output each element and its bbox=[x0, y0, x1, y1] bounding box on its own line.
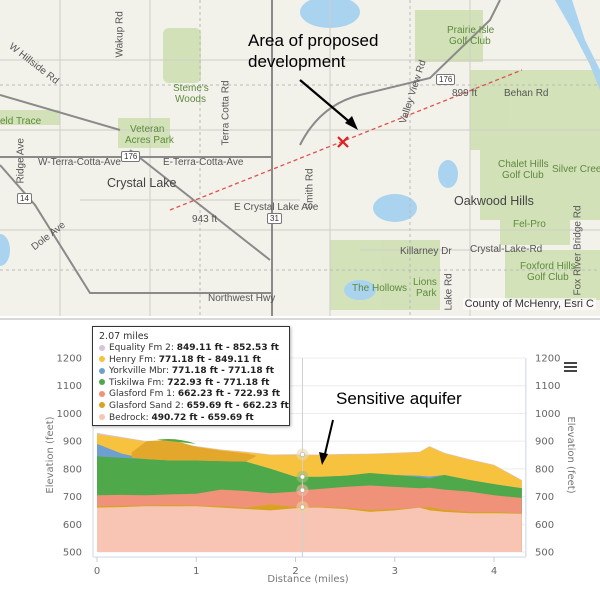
map-label: Woods bbox=[175, 94, 206, 105]
map-label: Prairie Isle bbox=[447, 25, 495, 36]
svg-text:600: 600 bbox=[535, 520, 554, 531]
svg-text:900: 900 bbox=[535, 437, 554, 448]
map-label: The Hollows bbox=[352, 283, 408, 294]
map-label: Crystal-Lake-Rd bbox=[470, 244, 543, 255]
svg-text:900: 900 bbox=[63, 437, 82, 448]
legend-dot-icon bbox=[99, 390, 105, 397]
map-basemap bbox=[0, 0, 600, 316]
tooltip-row: Yorkville Mbr: 771.18 ft - 771.18 ft bbox=[99, 366, 283, 378]
legend-dot-icon bbox=[99, 414, 105, 421]
route-shield-icon: 176 bbox=[121, 151, 141, 162]
tooltip-row: Glasford Fm 1: 662.23 ft - 722.93 ft bbox=[99, 389, 283, 401]
tooltip-row: Tiskilwa Fm: 722.93 ft - 771.18 ft bbox=[99, 378, 283, 390]
map-label: Fox River Bridge Rd bbox=[572, 205, 584, 296]
elevation-profile-chart[interactable]: 500 500 600 600 700 700 800 800 900 900 1000 1000 11… bbox=[0, 320, 600, 613]
map-label: 899 ft bbox=[452, 88, 478, 99]
map-label: eld Trace bbox=[0, 116, 42, 127]
svg-text:800: 800 bbox=[63, 464, 82, 475]
svg-text:1200: 1200 bbox=[57, 354, 82, 365]
development-annotation: Area of proposed development bbox=[248, 31, 379, 71]
map-label: Crystal Lake bbox=[107, 176, 177, 190]
tooltip-row: Henry Fm: 771.18 ft - 849.11 ft bbox=[99, 355, 283, 367]
layer-bedrock[interactable] bbox=[97, 506, 522, 552]
map-label: W-Terra-Cotta-Ave bbox=[38, 157, 121, 168]
svg-text:500: 500 bbox=[63, 548, 82, 559]
svg-text:700: 700 bbox=[535, 492, 554, 503]
route-shield-icon: 14 bbox=[17, 193, 32, 204]
map-label: 943 ft bbox=[192, 214, 218, 225]
svg-text:1: 1 bbox=[193, 566, 199, 577]
svg-text:0: 0 bbox=[94, 566, 100, 577]
map-label: Terra Cotta Rd bbox=[220, 80, 232, 146]
tooltip-row: Glasford Sand 2: 659.69 ft - 662.23 ft bbox=[99, 401, 289, 413]
map-label: Chalet Hills bbox=[498, 159, 549, 170]
legend-dot-icon bbox=[99, 344, 105, 351]
development-marker-icon bbox=[337, 136, 349, 148]
map-label: Silver Creek bbox=[552, 164, 600, 175]
map-label: Foxford Hills bbox=[520, 261, 576, 272]
svg-text:3: 3 bbox=[392, 566, 398, 577]
route-shield-icon: 176 bbox=[436, 74, 456, 85]
svg-text:1200: 1200 bbox=[535, 354, 560, 365]
chart-tooltip: 2.07 miles Equality Fm 2: 849.11 ft - 85… bbox=[92, 326, 290, 426]
map-label: Veteran bbox=[130, 124, 165, 135]
map-attribution: County of McHenry, Esri C bbox=[462, 298, 596, 310]
map-label: Northwest Hwy bbox=[208, 293, 276, 304]
map-label: E-Terra-Cotta-Ave bbox=[163, 157, 244, 168]
svg-text:1000: 1000 bbox=[57, 409, 82, 420]
map-label: Wakup Rd bbox=[114, 11, 126, 58]
svg-text:1100: 1100 bbox=[57, 381, 82, 392]
svg-text:800: 800 bbox=[535, 464, 554, 475]
map-label: Behan Rd bbox=[504, 88, 549, 99]
map-label: Ridge Ave bbox=[15, 138, 27, 184]
layer-glasford-sand-upper[interactable] bbox=[131, 439, 256, 462]
aquifer-annotation: Sensitive aquifer bbox=[336, 389, 462, 408]
map-label: E Crystal Lake Ave bbox=[234, 202, 319, 213]
svg-text:Elevation (feet): Elevation (feet) bbox=[565, 416, 576, 493]
svg-text:Distance (miles): Distance (miles) bbox=[267, 574, 348, 585]
tooltip-row: Bedrock: 490.72 ft - 659.69 ft bbox=[99, 413, 283, 425]
svg-text:600: 600 bbox=[63, 520, 82, 531]
map-label: Golf Club bbox=[527, 272, 569, 283]
svg-text:500: 500 bbox=[535, 548, 554, 559]
svg-text:4: 4 bbox=[491, 566, 497, 577]
tooltip-row: Equality Fm 2: 849.11 ft - 852.53 ft bbox=[99, 343, 283, 355]
map-label: Acres Park bbox=[125, 135, 174, 146]
legend-dot-icon bbox=[99, 379, 105, 386]
map-label: Oakwood Hills bbox=[454, 194, 534, 208]
tooltip-header: 2.07 miles bbox=[99, 331, 149, 342]
map-label: Fel-Pro bbox=[513, 219, 546, 230]
map-label: Killarney Dr bbox=[400, 246, 452, 257]
hamburger-menu-icon[interactable] bbox=[564, 362, 577, 374]
route-shield-icon: 31 bbox=[267, 213, 282, 224]
map-label: Golf Club bbox=[449, 36, 491, 47]
svg-text:1000: 1000 bbox=[535, 409, 560, 420]
legend-dot-icon bbox=[99, 356, 105, 363]
svg-text:700: 700 bbox=[63, 492, 82, 503]
map-label: Lions bbox=[413, 277, 437, 288]
panel-divider bbox=[0, 318, 600, 320]
svg-text:Elevation (feet): Elevation (feet) bbox=[45, 416, 56, 493]
svg-text:1100: 1100 bbox=[535, 381, 560, 392]
map-label: Golf Club bbox=[502, 170, 544, 181]
legend-dot-icon bbox=[99, 402, 105, 409]
map-label: Steme's bbox=[173, 83, 209, 94]
legend-dot-icon bbox=[99, 367, 105, 374]
map-view[interactable]: W Hillside Rd Wakup Rd Steme's Woods eld Tra… bbox=[0, 0, 600, 316]
map-label: Lake Rd bbox=[443, 273, 455, 311]
map-label: Park bbox=[416, 288, 437, 299]
svg-text:2: 2 bbox=[292, 566, 298, 577]
